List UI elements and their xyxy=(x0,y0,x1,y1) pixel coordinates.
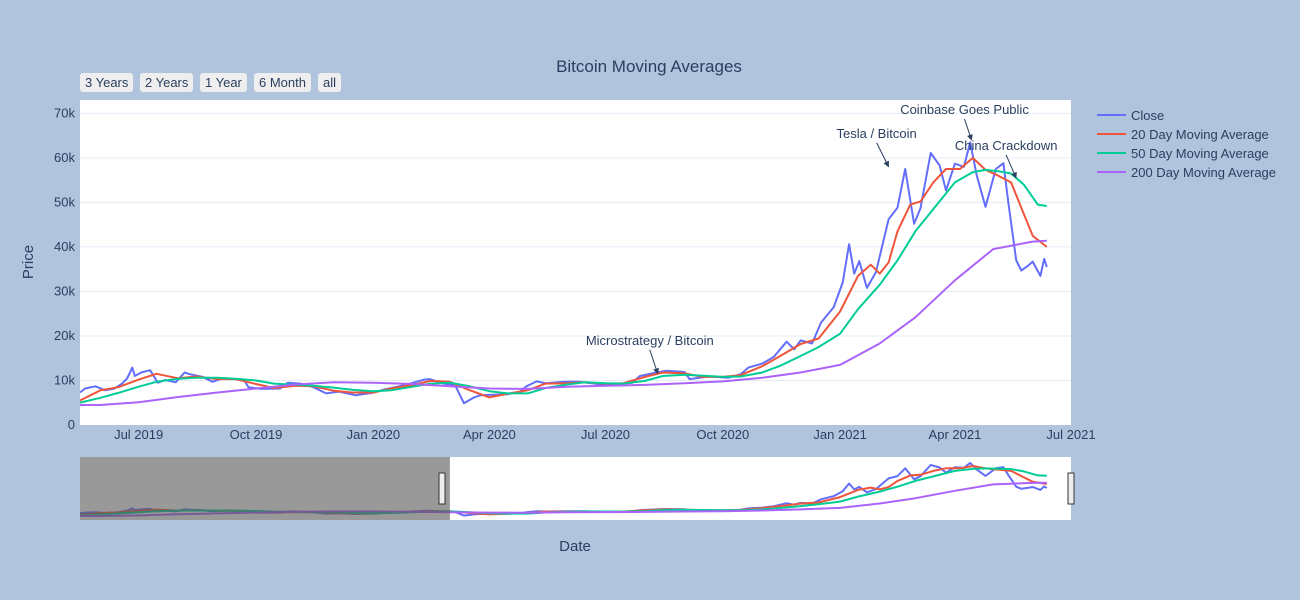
annotations: Tesla / Bitcoin Coinbase Goes Public China… xyxy=(586,102,1058,375)
legend-item-label[interactable]: 20 Day Moving Average xyxy=(1131,127,1269,142)
annotation-label: Coinbase Goes Public xyxy=(900,102,1029,117)
y-axis-ticks: 0 10k 20k 30k 40k 50k 60k 70k xyxy=(54,105,75,432)
plot-area xyxy=(80,100,1071,425)
range-slider-left-handle[interactable] xyxy=(438,472,446,505)
annotation-arrow xyxy=(964,118,973,141)
range-button-2-years[interactable]: 2 Years xyxy=(140,73,194,92)
x-tick-label: Jul 2020 xyxy=(581,427,630,442)
x-tick-label: Apr 2021 xyxy=(929,427,982,442)
y-tick-label: 70k xyxy=(54,105,75,120)
x-tick-label: Jan 2020 xyxy=(347,427,401,442)
range-slider-shaded-region xyxy=(80,457,450,520)
range-slider-right-handle[interactable] xyxy=(1067,472,1075,505)
x-tick-label: Oct 2019 xyxy=(230,427,283,442)
range-button-1-year[interactable]: 1 Year xyxy=(200,73,247,92)
y-tick-label: 40k xyxy=(54,239,75,254)
annotation-label: China Crackdown xyxy=(955,138,1058,153)
x-tick-label: Jul 2021 xyxy=(1046,427,1095,442)
x-tick-label: Oct 2020 xyxy=(696,427,749,442)
y-tick-label: 10k xyxy=(54,372,75,387)
legend-item-label[interactable]: 50 Day Moving Average xyxy=(1131,146,1269,161)
range-button-3-years[interactable]: 3 Years xyxy=(80,73,134,92)
y-axis-title: Price xyxy=(20,245,37,279)
legend: Close 20 Day Moving Average 50 Day Moving … xyxy=(1097,108,1276,180)
annotation-label: Microstrategy / Bitcoin xyxy=(586,333,714,348)
annotation-label: Tesla / Bitcoin xyxy=(837,126,917,141)
range-button-6-month[interactable]: 6 Month xyxy=(254,73,311,92)
y-tick-label: 20k xyxy=(54,328,75,343)
x-axis-ticks: Jul 2019 Oct 2019 Jan 2020 Apr 2020 Jul 2020… xyxy=(114,427,1095,442)
legend-item-label[interactable]: 200 Day Moving Average xyxy=(1131,165,1276,180)
series-lines xyxy=(80,141,1048,406)
y-tick-label: 50k xyxy=(54,194,75,209)
annotation-arrow xyxy=(649,349,659,375)
series-line-3 xyxy=(80,239,1047,406)
x-axis-title: Date xyxy=(559,538,591,555)
y-tick-label: 60k xyxy=(54,150,75,165)
y-grid xyxy=(80,112,1071,381)
annotation-arrow xyxy=(876,142,890,168)
legend-item-label[interactable]: Close xyxy=(1131,108,1164,123)
x-tick-label: Jul 2019 xyxy=(114,427,163,442)
range-button-all[interactable]: all xyxy=(318,73,342,92)
chart-title: Bitcoin Moving Averages xyxy=(556,57,742,76)
x-tick-label: Jan 2021 xyxy=(813,427,867,442)
annotation-arrow xyxy=(1005,154,1017,179)
y-tick-label: 30k xyxy=(54,283,75,298)
y-tick-label: 0 xyxy=(68,417,75,432)
series-line-2 xyxy=(80,168,1047,404)
x-tick-label: Apr 2020 xyxy=(463,427,516,442)
